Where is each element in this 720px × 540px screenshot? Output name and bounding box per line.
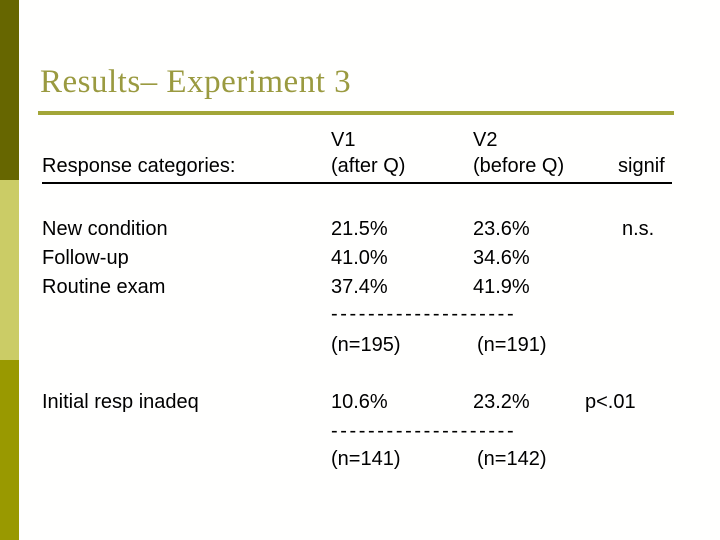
header-after-q: (after Q) bbox=[331, 155, 406, 177]
row-v1-value: 37.4% bbox=[331, 276, 388, 298]
n-v2: (n=142) bbox=[477, 448, 547, 470]
divider-dashes: -------------------- bbox=[0, 303, 720, 329]
n-v1: (n=195) bbox=[331, 334, 401, 356]
table-row: New condition 21.5% 23.6% n.s. bbox=[0, 218, 720, 244]
row-v2-value: 34.6% bbox=[473, 247, 530, 269]
row-v1-value: 21.5% bbox=[331, 218, 388, 240]
row-label: Routine exam bbox=[42, 276, 166, 298]
header-signif: signif bbox=[618, 155, 665, 177]
table-row: Initial resp inadeq 10.6% 23.2% p<.01 bbox=[0, 391, 720, 417]
table-header-row: Response categories: (after Q) (before Q… bbox=[42, 155, 672, 184]
header-response-categories: Response categories: bbox=[42, 155, 236, 177]
dashed-separator: -------------------- bbox=[331, 420, 517, 442]
accent-bar-segment-middle bbox=[0, 180, 19, 360]
table-row: Routine exam 37.4% 41.9% bbox=[0, 276, 720, 302]
row-label: Initial resp inadeq bbox=[42, 391, 199, 413]
n-v1: (n=141) bbox=[331, 448, 401, 470]
row-v1-value: 41.0% bbox=[331, 247, 388, 269]
accent-bar-segment-top bbox=[0, 0, 19, 180]
table-row: Follow-up 41.0% 34.6% bbox=[0, 247, 720, 273]
sample-size-row: (n=141) (n=142) bbox=[0, 448, 720, 474]
title-underline-rule bbox=[38, 111, 674, 115]
table-header-variant-row: V1 V2 bbox=[0, 129, 720, 155]
n-v2: (n=191) bbox=[477, 334, 547, 356]
accent-bar-segment-bottom bbox=[0, 360, 19, 540]
row-v2-value: 41.9% bbox=[473, 276, 530, 298]
row-v2-value: 23.6% bbox=[473, 218, 530, 240]
row-v1-value: 10.6% bbox=[331, 391, 388, 413]
row-v2-value: 23.2% bbox=[473, 391, 530, 413]
dashed-separator: -------------------- bbox=[331, 303, 517, 325]
row-label: New condition bbox=[42, 218, 168, 240]
header-before-q: (before Q) bbox=[473, 155, 565, 177]
row-signif-value: p<.01 bbox=[585, 391, 636, 413]
divider-dashes: -------------------- bbox=[0, 420, 720, 446]
left-accent-bar bbox=[0, 0, 19, 540]
sample-size-row: (n=195) (n=191) bbox=[0, 334, 720, 360]
row-signif-value: n.s. bbox=[622, 218, 655, 240]
header-v2: V2 bbox=[473, 129, 498, 151]
slide-title: Results– Experiment 3 bbox=[40, 64, 352, 100]
row-label: Follow-up bbox=[42, 247, 129, 269]
header-v1: V1 bbox=[331, 129, 356, 151]
